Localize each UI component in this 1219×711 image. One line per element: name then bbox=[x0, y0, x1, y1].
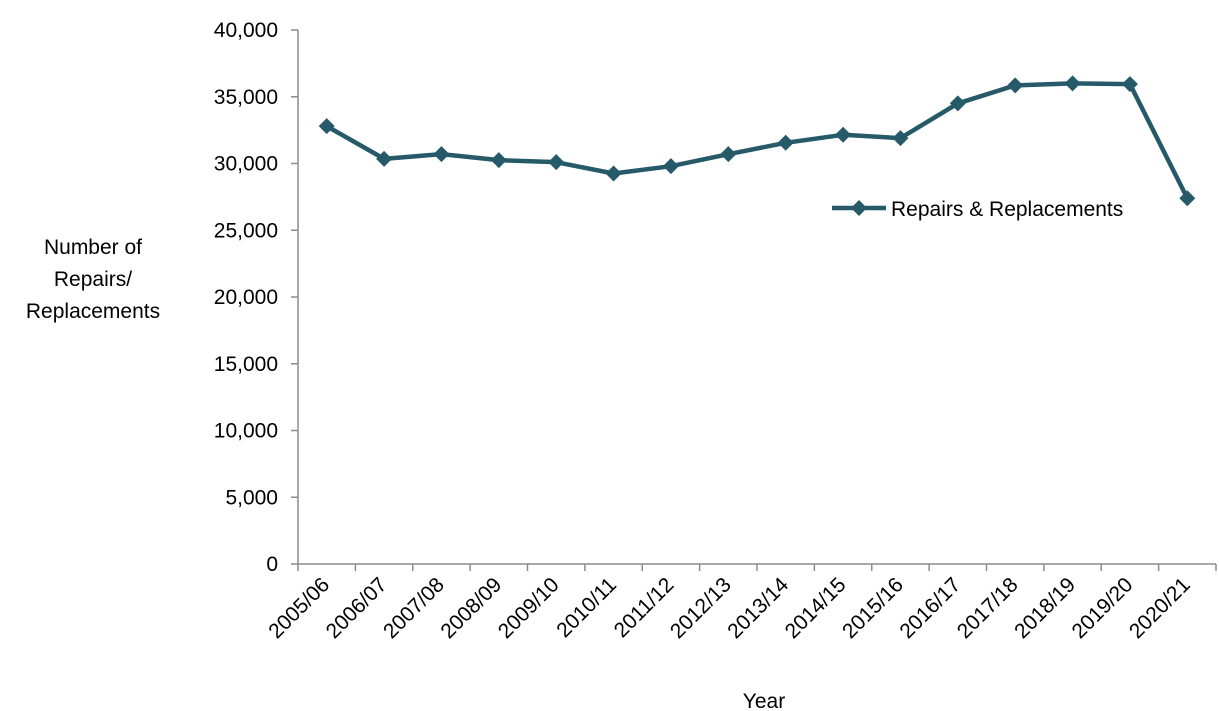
y-ticks: 0 5,000 10,000 15,000 20,000 25,000 30,000 35,0… bbox=[214, 19, 298, 576]
x-axis-title: Year bbox=[743, 690, 785, 711]
data-point bbox=[376, 150, 393, 167]
x-tick-label: 2009/10 bbox=[494, 573, 564, 643]
data-point bbox=[1007, 77, 1024, 94]
series-line bbox=[325, 81, 1190, 200]
data-point bbox=[892, 130, 909, 147]
x-tick-label: 2017/18 bbox=[953, 573, 1023, 643]
y-tick-label: 40,000 bbox=[214, 19, 278, 42]
data-point bbox=[949, 95, 966, 112]
data-point bbox=[548, 154, 565, 171]
data-point bbox=[835, 126, 852, 143]
x-tick-label: 2008/09 bbox=[436, 573, 506, 643]
y-axis-title-line: Repairs/ bbox=[54, 268, 132, 291]
y-axis-title-line: Number of bbox=[44, 236, 142, 259]
y-tick-label: 20,000 bbox=[214, 286, 278, 309]
data-point bbox=[433, 146, 450, 163]
y-axis-title: Number of Repairs/Replacements bbox=[26, 236, 160, 323]
x-tick-label: 2015/16 bbox=[838, 573, 908, 643]
y-tick-label: 0 bbox=[266, 553, 278, 576]
y-axis: 0 5,000 10,000 15,000 20,000 25,000 30,000 35,0… bbox=[214, 19, 299, 576]
x-tick-label: 2006/07 bbox=[322, 573, 392, 643]
data-point bbox=[1121, 76, 1138, 93]
x-tick-label: 2007/08 bbox=[379, 573, 449, 643]
data-point bbox=[720, 146, 737, 163]
x-tick-label: 2014/15 bbox=[781, 573, 851, 643]
x-tick-label: 2020/21 bbox=[1125, 573, 1195, 643]
data-point bbox=[605, 165, 622, 182]
y-tick-label: 30,000 bbox=[214, 153, 278, 176]
legend: Repairs & Replacements bbox=[832, 198, 1123, 221]
data-point bbox=[1179, 190, 1196, 207]
data-point bbox=[318, 118, 335, 135]
y-tick-label: 15,000 bbox=[214, 353, 278, 376]
x-tick-label: 2018/19 bbox=[1010, 573, 1080, 643]
x-tick-label: 2016/17 bbox=[895, 573, 965, 643]
y-tick-label: 10,000 bbox=[214, 420, 278, 443]
legend-label: Repairs & Replacements bbox=[891, 198, 1123, 221]
data-point bbox=[777, 134, 794, 151]
x-tick-label: 2019/20 bbox=[1068, 573, 1138, 643]
x-tick-label: 2005/06 bbox=[264, 573, 334, 643]
y-tick-label: 35,000 bbox=[214, 86, 278, 109]
x-tick-label: 2012/13 bbox=[666, 573, 736, 643]
data-point bbox=[1064, 75, 1081, 92]
x-tick-label: 2013/14 bbox=[723, 573, 793, 643]
y-axis-title-line: Replacements bbox=[26, 300, 160, 323]
series-layer bbox=[318, 75, 1196, 207]
x-axis: 2005/062006/072007/082008/092009/102010/… bbox=[264, 563, 1217, 643]
x-tick-label: 2010/11 bbox=[552, 573, 621, 642]
data-point bbox=[490, 152, 507, 169]
y-tick-label: 25,000 bbox=[214, 219, 278, 242]
x-ticks: 2005/062006/072007/082008/092009/102010/… bbox=[264, 564, 1217, 643]
x-tick-label: 2011/12 bbox=[610, 573, 679, 642]
data-point bbox=[662, 158, 679, 175]
legend-marker bbox=[851, 200, 867, 216]
y-tick-label: 5,000 bbox=[225, 486, 278, 509]
